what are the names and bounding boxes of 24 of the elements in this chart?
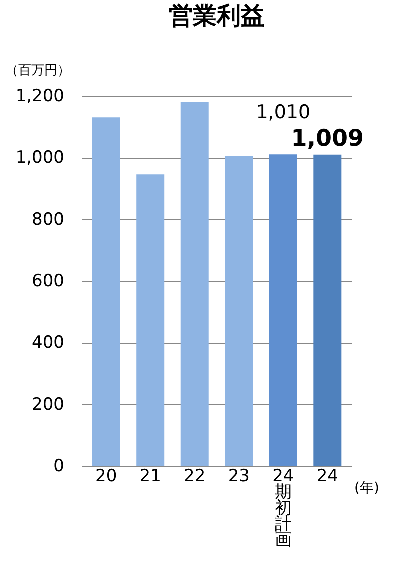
- bar: [180, 102, 209, 466]
- bar: [136, 174, 165, 466]
- y-tick-label: 0: [54, 456, 64, 476]
- x-tick-label: 20: [96, 466, 118, 486]
- x-tick-label: 24 期初計画: [272, 466, 294, 550]
- y-tick-label: 800: [32, 210, 64, 230]
- x-tick-label: 23: [228, 466, 250, 486]
- y-tick-label: 200: [32, 394, 64, 415]
- bar: [314, 154, 342, 466]
- x-tick-label: 24: [316, 466, 338, 486]
- bar: [269, 154, 298, 466]
- chart-title: 営業利益: [169, 2, 265, 30]
- x-axis-title: (年): [354, 480, 380, 496]
- y-axis-title: （百万円）: [6, 64, 70, 78]
- y-tick-label: 600: [32, 272, 64, 292]
- x-tick-label: 22: [184, 466, 206, 486]
- data-label: 1,010: [256, 102, 311, 124]
- y-tick-label: 1,000: [16, 148, 64, 168]
- x-tick-label: 21: [140, 466, 162, 486]
- bar: [225, 156, 254, 466]
- y-tick-label: 400: [32, 333, 64, 354]
- y-tick-label: 1,200: [16, 86, 64, 106]
- data-label: 1,009: [291, 126, 364, 152]
- bar: [92, 118, 120, 466]
